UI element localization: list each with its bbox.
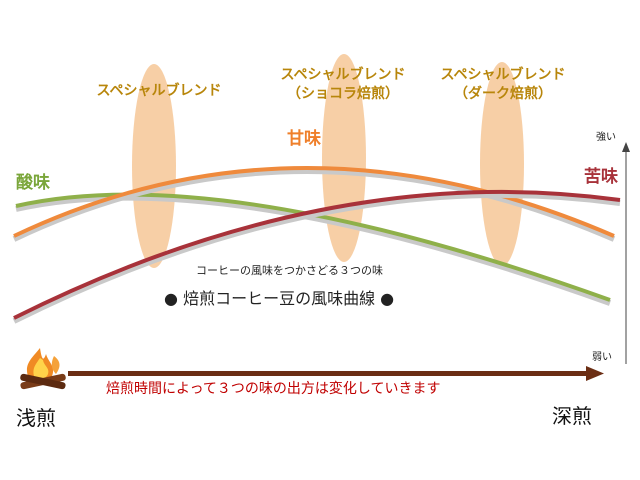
title-bullet-right: ● [380, 289, 395, 308]
intensity-arrowhead [622, 142, 630, 152]
blend-label-3-line1: スペシャルブレンド [440, 67, 566, 83]
blend-label-1: スペシャルブレンド [84, 82, 234, 101]
roast-arrowhead [586, 366, 604, 381]
sourness-label: 酸味 [16, 173, 50, 193]
flavor-curves [12, 166, 621, 324]
campfire-icon [20, 348, 66, 390]
blend-highlights [132, 54, 524, 268]
bitterness-curve [13, 189, 621, 320]
blend-highlight-3 [480, 62, 524, 266]
diagram-subtitle: コーヒーの風味をつかさどる３つの味 [196, 264, 383, 277]
title-text: 焙煎コーヒー豆の風味曲線 [183, 289, 376, 308]
blend-label-2: スペシャルブレンド （ショコラ焙煎） [268, 66, 418, 104]
blend-label-1-line1: スペシャルブレンド [96, 83, 222, 99]
light-roast-label: 浅煎 [16, 406, 56, 430]
bitterness-label: 苦味 [584, 167, 618, 187]
scale-strong-label: 強い [596, 132, 616, 143]
sweetness-curve [13, 166, 615, 238]
blend-highlight-1 [132, 64, 176, 268]
title-bullet-left: ● [164, 289, 178, 308]
blend-label-3: スペシャルブレンド （ダーク焙煎） [428, 66, 578, 104]
intensity-scale [622, 142, 630, 364]
sourness-curve [15, 192, 611, 302]
deep-roast-label: 深煎 [552, 404, 592, 428]
blend-label-2-line1: スペシャルブレンド [280, 67, 406, 83]
blend-label-2-line2: （ショコラ焙煎） [287, 86, 399, 102]
roast-caption: 焙煎時間によって３つの味の出方は変化していきます [106, 381, 441, 397]
sweetness-label: 甘味 [287, 129, 321, 149]
blend-label-3-line2: （ダーク焙煎） [454, 86, 552, 102]
scale-weak-label: 弱い [592, 352, 612, 363]
roast-timeline [68, 366, 604, 381]
roast-arrow-shaft [68, 371, 588, 376]
diagram-title: ● 焙煎コーヒー豆の風味曲線 ● [164, 285, 394, 309]
